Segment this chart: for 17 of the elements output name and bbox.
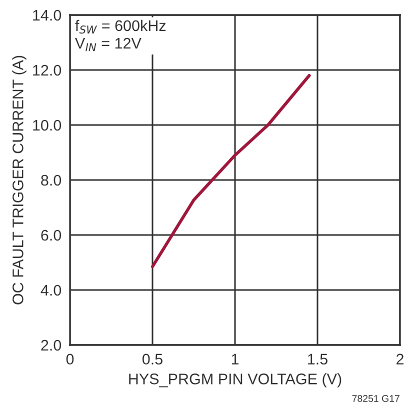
y-tick-label: 14.0 xyxy=(33,10,62,21)
text: 78251 G17 xyxy=(352,395,400,402)
y-tick-label: 4.0 xyxy=(40,284,62,296)
text: f$_{SW}$ = 600kHz V$_{IN}$ = 12V xyxy=(75,20,166,52)
x-tick-label: 1 xyxy=(232,354,239,364)
y-tick-label: 12.0 xyxy=(33,64,62,76)
line-series xyxy=(150,74,311,268)
y-tick-label: 10.0 xyxy=(33,120,62,131)
x-tick-label: 0.5 xyxy=(142,354,162,365)
y-tick-label: 8.0 xyxy=(41,174,62,186)
x-tick-label: 0 xyxy=(66,354,74,365)
x-tick-label: 1.5 xyxy=(308,354,328,365)
y-tick-label: 6.0 xyxy=(41,230,62,241)
y-axis-title: OC FAULT TRIGGER CURRENT (A) xyxy=(12,56,26,304)
y-tick-label: 2.0 xyxy=(41,340,62,351)
x-tick-label: 2 xyxy=(396,354,404,364)
x-axis-title: HYS_PRGM PIN VOLTAGE (V) xyxy=(129,373,342,388)
